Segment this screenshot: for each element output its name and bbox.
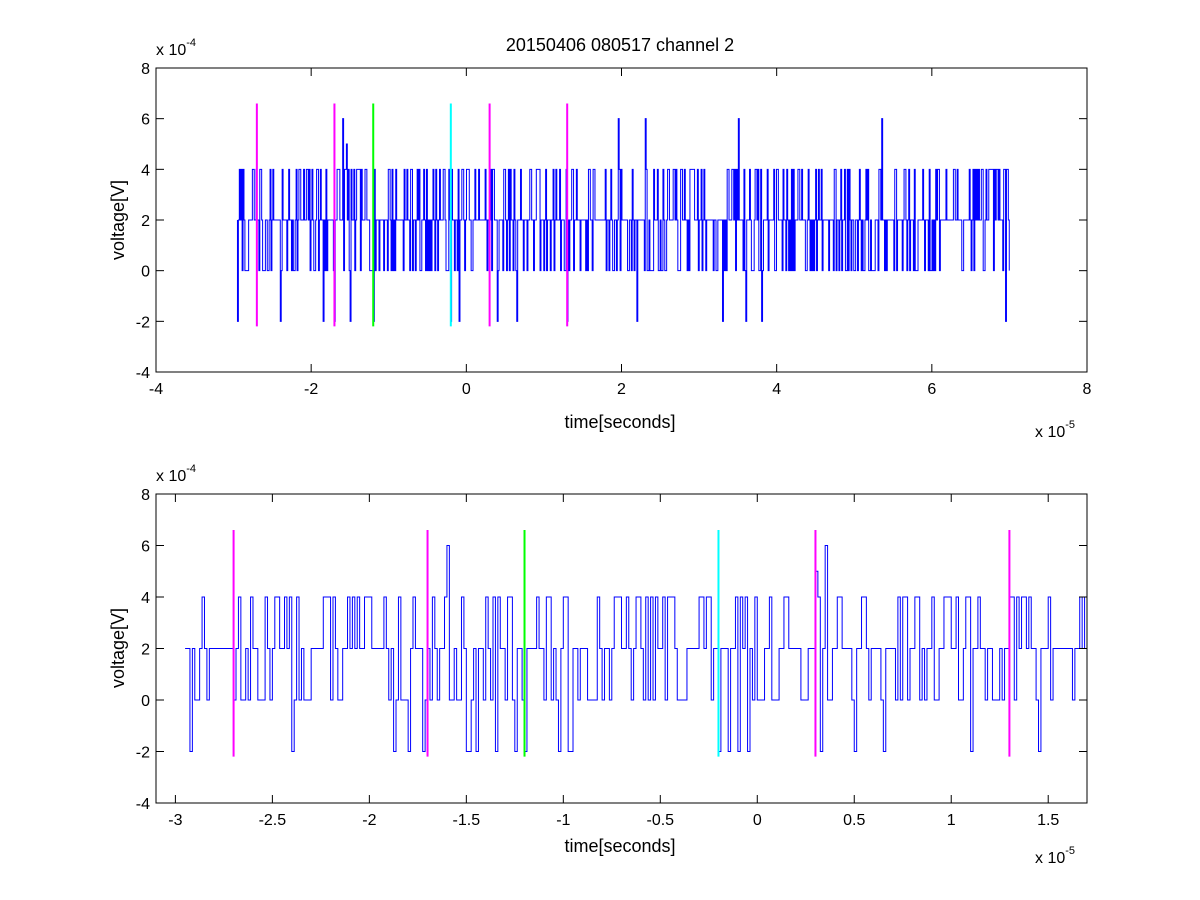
bottom-x-tick-label: -3: [168, 812, 182, 829]
top-x-tick-label: 4: [772, 381, 781, 398]
top-signal-trace: [236, 118, 1010, 322]
bottom-y-multiplier-exponent: -4: [186, 463, 196, 475]
top-y-multiplier-exponent: -4: [186, 37, 196, 49]
top-y-tick-label: 2: [141, 213, 150, 230]
top-y-axis-label: voltage[V]: [108, 180, 128, 260]
top-x-tick-label: 2: [617, 381, 626, 398]
bottom-y-tick-label: 0: [141, 693, 150, 710]
bottom-y-tick-label: 2: [141, 642, 150, 659]
top-x-ticks: -4 -2 0 2 4 6 8: [149, 68, 1092, 398]
bottom-y-multiplier-base: x 10: [156, 468, 186, 485]
bottom-event-markers: [232, 530, 1011, 757]
bottom-x-tick-label: -2.5: [259, 812, 287, 829]
bottom-x-tick-label: 0.5: [843, 812, 865, 829]
bottom-x-tick-label: -1: [556, 812, 570, 829]
top-x-tick-label: -4: [149, 381, 163, 398]
top-x-tick-label: -2: [304, 381, 318, 398]
top-y-tick-label: 8: [141, 61, 150, 78]
top-y-tick-label: 6: [141, 112, 150, 129]
bottom-x-tick-label: 0: [753, 812, 762, 829]
top-event-markers: [255, 103, 569, 327]
top-x-multiplier-exponent: -5: [1065, 419, 1075, 431]
top-y-multiplier: x 10-4: [156, 37, 196, 59]
top-y-tick-label: -2: [136, 314, 150, 331]
bottom-x-tick-label: -0.5: [647, 812, 675, 829]
top-x-tick-label: 6: [927, 381, 936, 398]
bottom-x-multiplier-base: x 10: [1035, 850, 1065, 867]
top-y-multiplier-base: x 10: [156, 42, 186, 59]
bottom-x-multiplier-exponent: -5: [1065, 845, 1075, 857]
top-axes: -4 -2 0 2 4 6 8 -4 -2 0 2 4 6 8 time[seconds] voltag…: [108, 37, 1092, 441]
top-y-tick-label: -4: [136, 365, 150, 382]
bottom-x-tick-label: -2: [362, 812, 376, 829]
bottom-x-multiplier: x 10-5: [1035, 845, 1075, 867]
bottom-y-tick-label: 4: [141, 590, 150, 607]
bottom-y-tick-label: -4: [136, 796, 150, 813]
bottom-y-tick-label: 6: [141, 539, 150, 556]
top-x-multiplier: x 10-5: [1035, 419, 1075, 441]
bottom-signal-line: [185, 545, 1088, 752]
top-signal-line: [236, 118, 1010, 322]
bottom-y-axis-label: voltage[V]: [108, 608, 128, 688]
bottom-x-axis-label: time[seconds]: [564, 836, 675, 856]
top-x-tick-label: 8: [1083, 381, 1092, 398]
bottom-x-ticks: -3 -2.5 -2 -1.5 -1 -0.5 0 0.5 1 1.5: [168, 494, 1059, 829]
bottom-y-tick-label: 8: [141, 487, 150, 504]
top-y-tick-label: 4: [141, 162, 150, 179]
top-x-multiplier-base: x 10: [1035, 424, 1065, 441]
bottom-x-tick-label: -1.5: [453, 812, 481, 829]
bottom-x-tick-label: 1.5: [1037, 812, 1059, 829]
top-y-ticks: -4 -2 0 2 4 6 8: [136, 61, 1087, 382]
top-y-tick-label: 0: [141, 264, 150, 281]
top-x-axis-label: time[seconds]: [564, 412, 675, 432]
bottom-x-tick-label: 1: [947, 812, 956, 829]
top-x-tick-label: 0: [462, 381, 471, 398]
bottom-y-multiplier: x 10-4: [156, 463, 196, 485]
bottom-y-ticks: -4 -2 0 2 4 6 8: [136, 487, 1087, 813]
bottom-signal-trace: [185, 545, 1088, 752]
bottom-axes: -3 -2.5 -2 -1.5 -1 -0.5 0 0.5 1 1.5 -4 -2 0 2 4 6 8 tim…: [108, 463, 1088, 867]
bottom-y-tick-label: -2: [136, 745, 150, 762]
figure-title: 20150406 080517 channel 2: [506, 35, 734, 55]
